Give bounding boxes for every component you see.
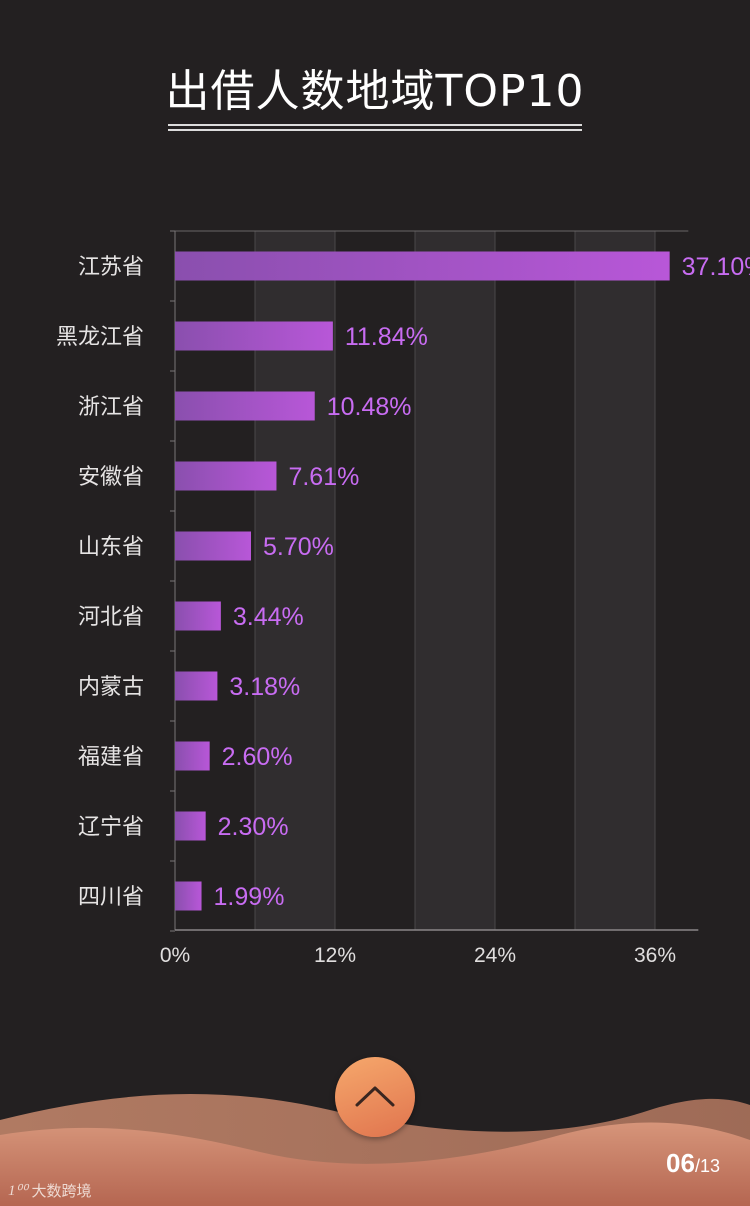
category-label: 四川省 — [78, 885, 144, 910]
x-tick-label: 36% — [634, 944, 676, 967]
value-label: 3.18% — [229, 673, 300, 701]
bar — [175, 601, 221, 631]
bar — [175, 391, 315, 421]
category-label: 江苏省 — [78, 255, 144, 280]
value-label: 2.30% — [218, 813, 289, 841]
category-label: 浙江省 — [78, 395, 144, 420]
grid-band — [575, 231, 655, 930]
category-label: 福建省 — [78, 745, 144, 770]
bar — [175, 881, 202, 911]
bar — [175, 321, 333, 351]
value-label: 5.70% — [263, 533, 334, 561]
watermark-text: 大数跨境 — [31, 1182, 92, 1200]
page-current: 06 — [666, 1148, 695, 1178]
x-tick-label: 24% — [474, 944, 516, 967]
page-total: /13 — [694, 1156, 720, 1176]
bar — [175, 251, 670, 281]
category-label: 河北省 — [78, 605, 144, 630]
title-underline — [168, 124, 582, 126]
category-label: 黑龙江省 — [56, 325, 144, 350]
decorative-waves — [0, 1093, 750, 1206]
category-label: 山东省 — [78, 535, 144, 560]
title-underline-double — [168, 129, 582, 131]
bar — [175, 671, 218, 701]
watermark: 1⁰⁰ 大数跨境 — [8, 1180, 92, 1201]
value-label: 10.48% — [327, 393, 412, 421]
category-label: 内蒙古 — [78, 675, 144, 700]
value-label: 3.44% — [233, 603, 304, 631]
bar-chart: 江苏省 37.10% 黑龙江省 11.84% 浙江省 10.48% 安徽省 7.61% 山东省 5… — [56, 230, 750, 967]
chevron-up-icon — [355, 1086, 395, 1107]
watermark-logo: 1⁰⁰ — [8, 1183, 28, 1199]
bar — [175, 461, 277, 491]
category-label: 辽宁省 — [78, 815, 144, 840]
x-tick-label: 0% — [160, 944, 190, 967]
page-title: 出借人数地域TOP10 — [165, 66, 585, 117]
value-label: 11.84% — [345, 323, 428, 351]
x-tick-label: 12% — [314, 944, 356, 967]
value-label: 2.60% — [222, 743, 293, 771]
bar — [175, 531, 251, 561]
value-label: 1.99% — [214, 883, 285, 911]
value-label: 7.61% — [288, 463, 359, 491]
scroll-up-button[interactable] — [335, 1057, 415, 1137]
value-label: 37.10% — [682, 253, 750, 281]
bar — [175, 741, 210, 771]
bar — [175, 811, 206, 841]
grid-band — [415, 231, 495, 930]
page-indicator: 06/13 — [666, 1148, 720, 1179]
category-label: 安徽省 — [78, 465, 144, 490]
